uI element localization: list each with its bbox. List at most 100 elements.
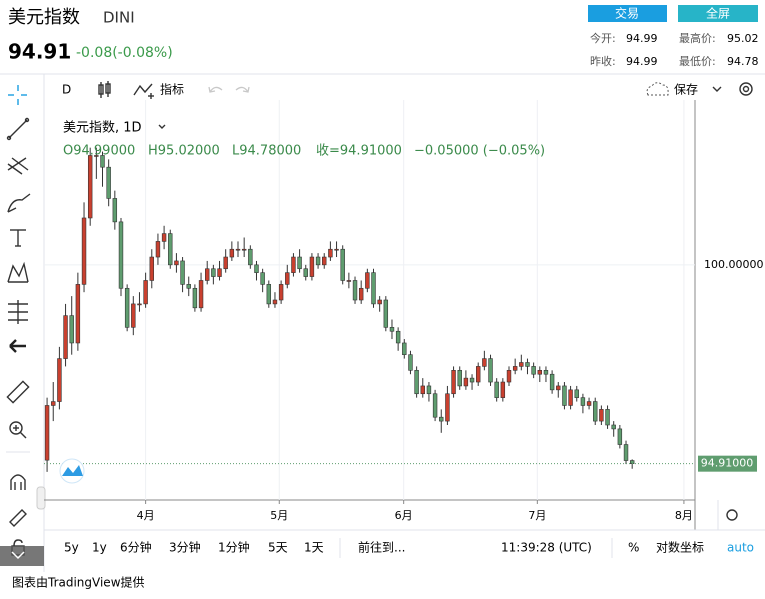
- stat-label: 昨收:: [590, 54, 616, 68]
- pattern-tool[interactable]: [7, 261, 29, 283]
- log-button[interactable]: 对数坐标: [656, 540, 704, 555]
- indicators-icon[interactable]: [133, 83, 154, 99]
- range-button[interactable]: 5天: [268, 541, 288, 555]
- trade-button-label[interactable]: 交易: [615, 6, 639, 21]
- candle-body: [309, 256, 315, 277]
- indicators-button[interactable]: 指标: [160, 82, 184, 97]
- candle-body: [488, 358, 493, 383]
- ohlc-close: 收=94.91000: [316, 144, 402, 159]
- candle-body: [506, 370, 512, 383]
- candle-body: [611, 424, 616, 430]
- candle-body: [469, 377, 475, 383]
- lock-draw-tool[interactable]: [9, 509, 27, 527]
- legend-caret[interactable]: [158, 124, 166, 129]
- candle-body: [198, 280, 204, 309]
- candle-body: [211, 268, 216, 277]
- range-button[interactable]: 1天: [304, 541, 324, 555]
- candle-body: [149, 256, 154, 281]
- candle-body: [617, 428, 623, 445]
- trade-button[interactable]: [588, 5, 667, 22]
- candle-body: [161, 233, 167, 242]
- symbol-title: 美元指数: [8, 7, 80, 28]
- collapse-handle[interactable]: [36, 486, 46, 510]
- crosshair-tool[interactable]: [8, 85, 27, 105]
- candle-body: [531, 366, 536, 375]
- fullscreen-button[interactable]: [678, 5, 758, 22]
- candle-body: [272, 299, 278, 305]
- candle-body: [155, 241, 161, 258]
- stat-value: 94.99: [626, 32, 658, 45]
- range-button[interactable]: 3分钟: [169, 540, 201, 555]
- save-caret[interactable]: [712, 86, 722, 92]
- candle-body: [81, 217, 87, 285]
- magnet-tool[interactable]: [10, 474, 26, 490]
- stat-value: 95.02: [727, 32, 759, 45]
- candle-body: [291, 256, 296, 273]
- x-tick-label: 6月: [395, 509, 413, 522]
- ohlc-open: O94.99000: [63, 144, 135, 159]
- text-tool[interactable]: [10, 229, 26, 247]
- brush-tool[interactable]: [7, 193, 31, 213]
- candle-body: [315, 256, 321, 266]
- candle-body: [297, 256, 302, 270]
- auto-button[interactable]: auto: [727, 541, 754, 555]
- hide-tool-icon: [11, 551, 25, 560]
- candle-body: [358, 287, 364, 301]
- candle-body: [205, 268, 210, 281]
- range-button[interactable]: 5y: [64, 541, 79, 555]
- stat-label: 最低价:: [679, 55, 716, 68]
- prediction-tool[interactable]: [8, 300, 28, 324]
- candle-body: [87, 155, 93, 219]
- cloud-icon[interactable]: [646, 82, 669, 96]
- candle-body: [408, 354, 413, 371]
- stat-label: 今开:: [590, 31, 616, 45]
- candle-body: [285, 272, 290, 285]
- candle-body: [192, 287, 198, 309]
- settings-icon[interactable]: [739, 82, 753, 96]
- scale-settings-icon[interactable]: [726, 509, 738, 521]
- zoom-tool[interactable]: [9, 421, 27, 439]
- candle-body: [549, 373, 555, 391]
- goto-button[interactable]: 前往到...: [358, 540, 405, 555]
- ohlc-change: −0.05000 (−0.05%): [414, 144, 545, 159]
- candle-body: [414, 370, 419, 395]
- range-button[interactable]: 1y: [92, 541, 107, 555]
- candle-body: [241, 248, 247, 251]
- last-price: 94.91: [8, 40, 71, 64]
- trend-line-tool[interactable]: [6, 117, 30, 141]
- candle-body: [445, 393, 450, 422]
- percent-button[interactable]: %: [628, 541, 639, 555]
- ohlc-high: H95.02000: [148, 144, 220, 159]
- candle-body: [426, 385, 432, 395]
- candle-body: [112, 198, 118, 223]
- stat-value: 94.78: [727, 55, 759, 68]
- hide-tool[interactable]: [0, 546, 44, 566]
- candle-body: [57, 358, 62, 402]
- attribution[interactable]: 图表由TradingView提供: [12, 575, 145, 590]
- measure-tool[interactable]: [6, 380, 30, 404]
- candle-body: [260, 272, 265, 285]
- chart-type-icon[interactable]: [98, 81, 111, 98]
- fullscreen-button-label[interactable]: 全屏: [706, 6, 730, 21]
- range-button[interactable]: 1分钟: [218, 540, 250, 555]
- back-tool[interactable]: [9, 339, 26, 353]
- undo-redo[interactable]: [208, 86, 250, 93]
- tradingview-logo[interactable]: [59, 458, 85, 484]
- candle-body: [574, 389, 579, 398]
- series-legend: 美元指数, 1D: [63, 121, 142, 136]
- ohlc-low: L94.78000: [232, 144, 301, 159]
- x-tick-label: 4月: [137, 509, 155, 522]
- candle-body: [377, 299, 382, 305]
- range-button[interactable]: 6分钟: [120, 540, 152, 555]
- candle-body: [346, 280, 352, 282]
- candle-body: [124, 287, 130, 328]
- candle-body: [106, 166, 111, 199]
- candle-body: [525, 362, 530, 367]
- candle-body: [395, 330, 401, 344]
- x-tick-label: 5月: [270, 509, 288, 522]
- candle-body: [383, 299, 389, 328]
- save-button[interactable]: 保存: [674, 83, 698, 97]
- fib-tool[interactable]: [7, 157, 29, 175]
- interval-button[interactable]: D: [62, 83, 71, 97]
